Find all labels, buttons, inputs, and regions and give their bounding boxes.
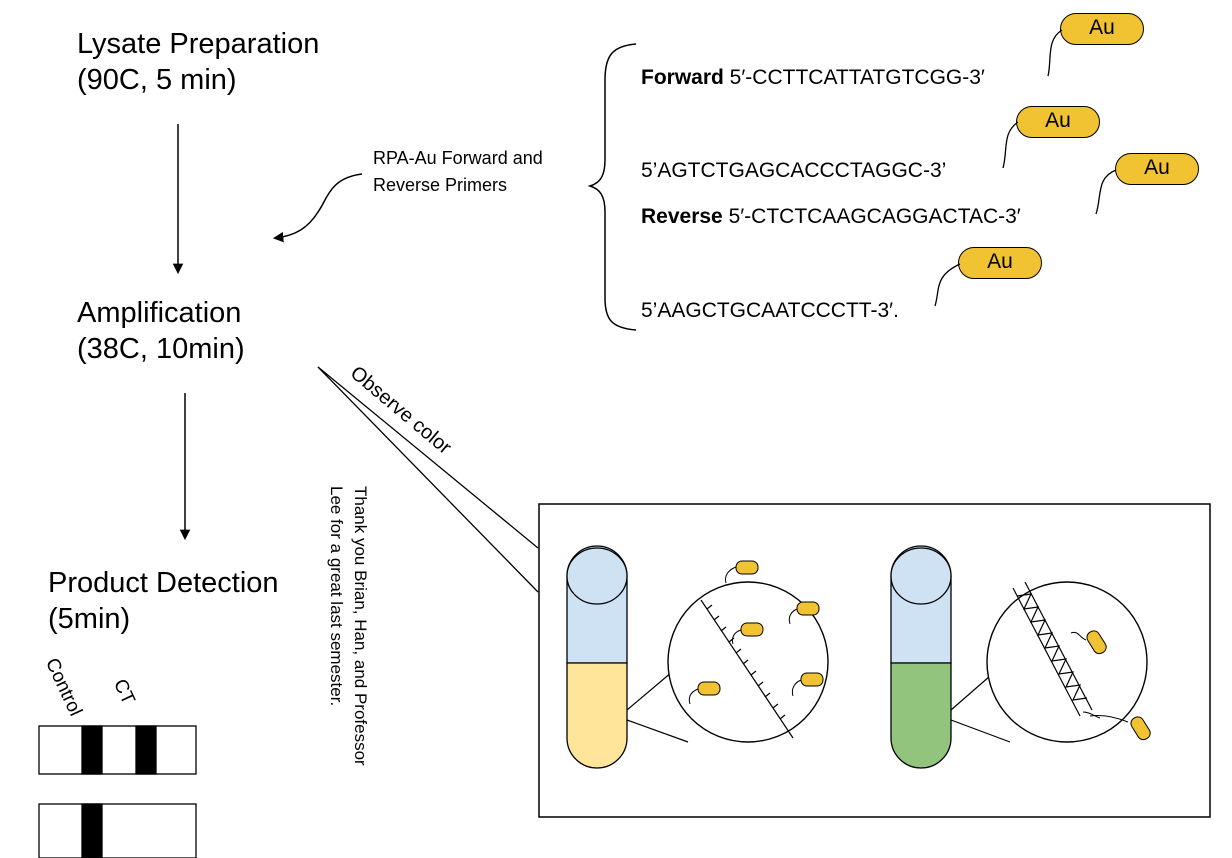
step-amplification-conditions: (38C, 10min)	[77, 333, 245, 365]
step-detection-title: Product Detection	[48, 567, 279, 599]
au-tag-reverse-complement: Au	[958, 247, 1042, 279]
au-linker-reverse-complement	[934, 263, 961, 307]
reverse-primer: Reverse 5′-CTCTCAAGCAGGACTAC-3′	[641, 205, 1021, 229]
bound-au-particles	[1070, 630, 1151, 741]
au-tag-forward: Au	[1060, 13, 1144, 45]
au-linker-reverse	[1095, 169, 1117, 215]
forward-label: Forward	[641, 66, 724, 89]
zoom-line-lower	[317, 366, 539, 593]
forward-primer: Forward 5′-CCTTCATTATGTCGG-3′	[641, 66, 985, 90]
reverse-label: Reverse	[641, 205, 723, 228]
reverse-sequence: 5′-CTCTCAAGCAGGACTAC-3′	[722, 205, 1021, 228]
zoom-circle-negative	[667, 581, 829, 743]
zoom-line-upper	[317, 366, 539, 549]
au-tag-forward-complement: Au	[1016, 106, 1100, 138]
test-strip-positive	[38, 725, 197, 775]
free-au-particles	[688, 560, 824, 705]
step-detection: Product Detection (5min)	[48, 565, 279, 637]
au-linker-forward	[1047, 29, 1063, 77]
primer-note-line2: Reverse Primers	[373, 175, 508, 195]
step-lysate: Lysate Preparation (90C, 5 min)	[77, 26, 319, 98]
au-linker-forward-complement	[1002, 121, 1019, 169]
tube-positive	[890, 545, 952, 769]
primer-note: RPA-Au Forward and Reverse Primers	[373, 145, 543, 199]
test-strip-negative	[38, 803, 197, 858]
arrow-primers-to-amplification	[272, 173, 363, 243]
step-detection-conditions: (5min)	[48, 603, 131, 635]
tube-negative	[566, 545, 628, 769]
reverse-complement: 5’AAGCTGCAATCCCTT-3′.	[641, 299, 899, 322]
single-strand-dna	[700, 599, 794, 739]
primer-note-line1: RPA-Au Forward and	[373, 148, 543, 168]
double-strand-dna	[1012, 581, 1093, 717]
step-lysate-title: Lysate Preparation	[77, 28, 320, 60]
au-tag-reverse: Au	[1115, 153, 1199, 185]
forward-complement: 5’AGTCTGAGCACCCTAGGC-3’	[641, 159, 947, 182]
step-lysate-conditions: (90C, 5 min)	[77, 64, 237, 96]
forward-sequence: 5′-CCTTCATTATGTCGG-3′	[723, 66, 985, 89]
step-amplification: Amplification (38C, 10min)	[77, 295, 245, 367]
primer-brace	[587, 43, 637, 331]
step-amplification-title: Amplification	[77, 297, 242, 329]
